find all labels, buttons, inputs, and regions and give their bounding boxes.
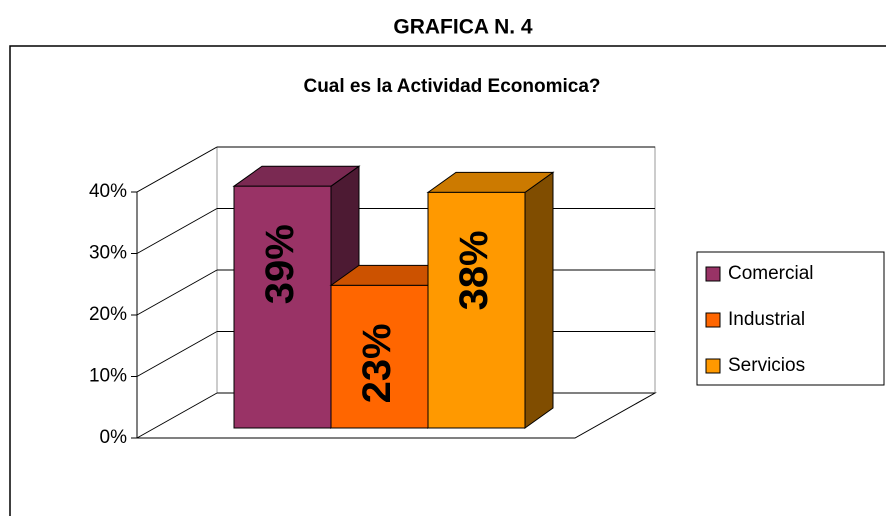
bar bbox=[427, 191, 526, 429]
data-label: 39% bbox=[258, 224, 302, 304]
bar bbox=[330, 284, 429, 429]
y-tick-label: 40% bbox=[89, 181, 127, 202]
legend-swatch bbox=[705, 312, 721, 328]
y-tick-label: 0% bbox=[100, 427, 128, 448]
heading: GRAFICA N. 4 bbox=[393, 16, 533, 39]
grid-line bbox=[136, 208, 218, 254]
data-label: 38% bbox=[452, 230, 496, 310]
legend-label: Servicios bbox=[728, 355, 805, 376]
bar-side bbox=[524, 171, 554, 429]
grid-line bbox=[136, 146, 218, 193]
legend-swatch bbox=[705, 358, 721, 374]
data-label: 23% bbox=[355, 323, 399, 403]
legend-label: Industrial bbox=[728, 309, 805, 330]
legend-swatch bbox=[705, 266, 721, 282]
chart-title: Cual es la Actividad Economica? bbox=[303, 76, 600, 97]
grid-line bbox=[136, 331, 218, 377]
y-tick-label: 10% bbox=[89, 366, 127, 387]
grid-line bbox=[136, 269, 218, 316]
bar bbox=[233, 185, 332, 429]
legend bbox=[696, 251, 885, 386]
legend-label: Comercial bbox=[728, 263, 814, 284]
y-tick-label: 20% bbox=[89, 304, 127, 325]
y-tick-label: 30% bbox=[89, 243, 127, 264]
grid-line bbox=[136, 392, 218, 439]
